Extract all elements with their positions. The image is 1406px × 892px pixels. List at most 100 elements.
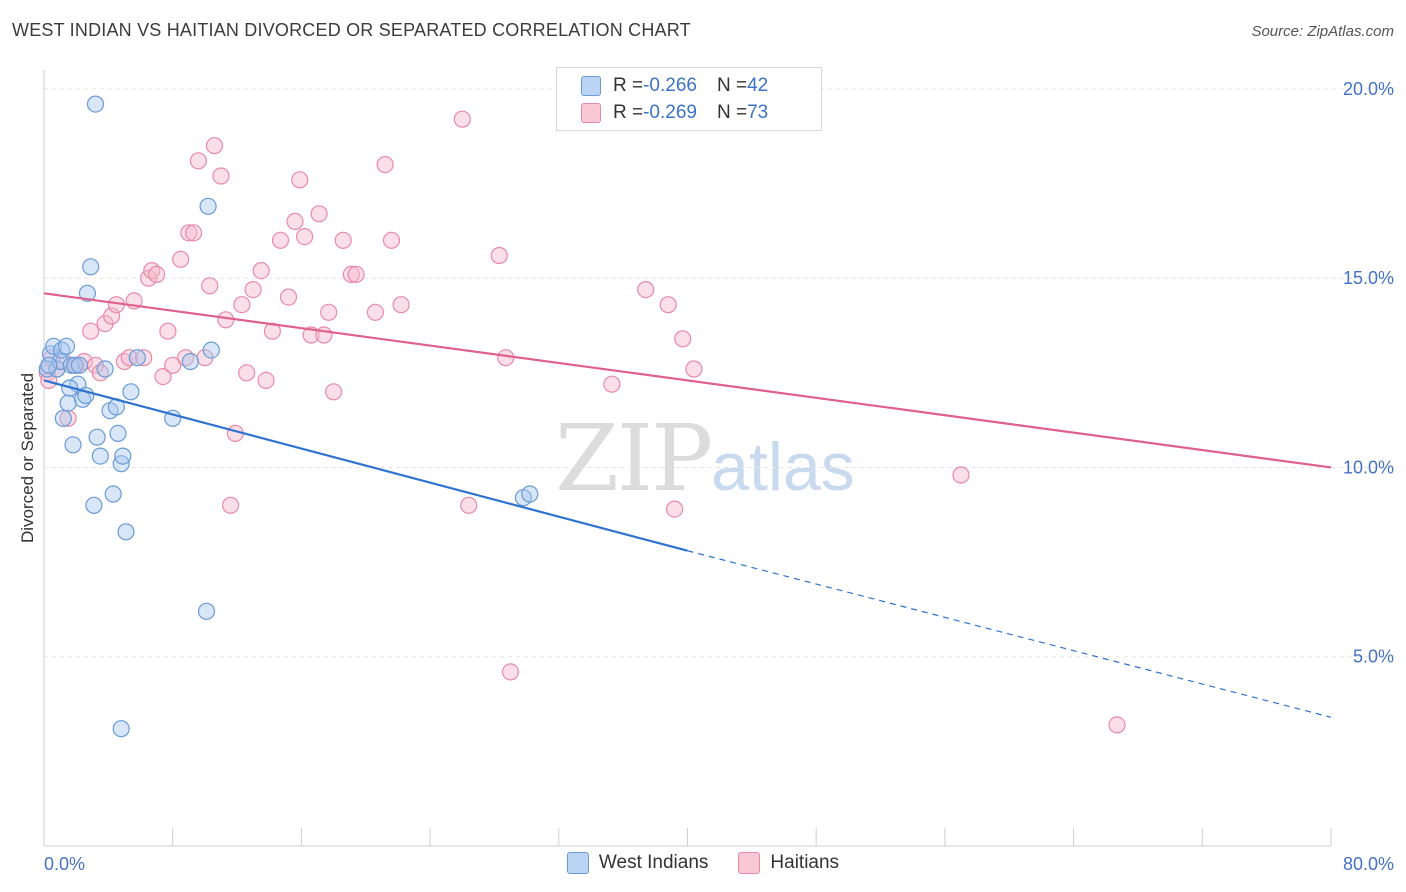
- haitians-point: [238, 364, 256, 382]
- west-indians-point: [114, 447, 132, 465]
- haitians-point: [286, 212, 304, 230]
- n-label: N =: [716, 75, 748, 96]
- haitians-point: [212, 167, 230, 185]
- haitians-point: [252, 262, 270, 280]
- haitians-point: [271, 231, 290, 249]
- west-indians-trend-line: [43, 379, 688, 552]
- n-label: N =: [716, 102, 748, 123]
- chart-title: WEST INDIAN VS HAITIAN DIVORCED OR SEPAR…: [12, 20, 691, 40]
- west-indians-point: [45, 337, 63, 355]
- haitians-point: [1108, 716, 1126, 734]
- haitians-point: [501, 663, 520, 681]
- west-indians-point: [117, 523, 135, 541]
- haitians-point: [257, 371, 275, 389]
- haitians-point: [460, 496, 478, 514]
- haitians-point: [82, 322, 100, 340]
- west-indians-point: [521, 485, 539, 503]
- west-indians-point: [86, 95, 105, 113]
- haitians-point: [366, 303, 384, 321]
- y-tick-labels: 5.0% 10.0% 15.0% 20.0%: [1343, 79, 1394, 667]
- west-indians-point: [202, 341, 220, 359]
- west-indians-points: [38, 95, 539, 738]
- trend-lines: [43, 292, 1332, 718]
- west-indians-point: [70, 356, 89, 374]
- axes: [43, 70, 1331, 847]
- watermark-zip: ZIP: [555, 405, 713, 512]
- x-tick-label-max: 80.0%: [1343, 854, 1394, 874]
- haitians-legend-swatch: [738, 852, 761, 874]
- y-tick-label: 10.0%: [1343, 457, 1394, 477]
- haitians-point: [310, 205, 328, 223]
- haitians-point: [497, 349, 515, 367]
- haitians-point: [102, 307, 121, 325]
- west-indians-point: [85, 496, 103, 514]
- haitians-point: [201, 277, 219, 295]
- n-value: 42: [747, 75, 769, 96]
- west-indians-trend-extension: [687, 550, 1332, 718]
- haitians-point: [659, 296, 677, 314]
- haitians-point: [325, 383, 343, 401]
- haitians-point: [490, 246, 508, 265]
- haitians-point: [382, 231, 401, 249]
- west-indians-point: [181, 352, 199, 371]
- haitians-point: [154, 368, 172, 386]
- haitians-point: [233, 296, 251, 314]
- legend-item-west-indians[interactable]: West Indians: [566, 852, 708, 874]
- legend-item-haitians[interactable]: Haitians: [738, 852, 839, 874]
- haitians-points: [38, 84, 1126, 734]
- haitians-point: [347, 265, 365, 283]
- stats-row-west-indians: R = -0.266 N = 42: [581, 74, 768, 98]
- haitians-point: [392, 296, 410, 314]
- haitians-swatch: [581, 103, 601, 123]
- haitians-point: [185, 224, 203, 242]
- haitians-point: [685, 360, 703, 378]
- west-indians-legend-swatch: [566, 852, 589, 874]
- r-label: R =: [613, 75, 644, 96]
- haitians-point: [603, 375, 621, 393]
- series-legend: West Indians Haitians: [0, 852, 1406, 874]
- y-axis-title: Divorced or Separated: [18, 373, 37, 543]
- west-indians-point: [96, 360, 114, 378]
- west-indians-point: [82, 258, 100, 276]
- y-tick-label: 15.0%: [1343, 268, 1394, 288]
- haitians-point: [279, 288, 298, 306]
- west-indians-point: [122, 383, 140, 401]
- west-indians-point: [57, 337, 76, 355]
- west-indians-point: [91, 447, 109, 465]
- legend-label: Haitians: [770, 852, 840, 873]
- haitians-point: [172, 250, 190, 268]
- west-indians-point: [54, 409, 72, 427]
- west-indians-point: [78, 284, 97, 302]
- haitians-point: [244, 281, 262, 299]
- x-tick-label-min: 0.0%: [44, 854, 85, 874]
- stats-row-haitians: R = -0.269 N = 73: [581, 101, 768, 125]
- west-indians-point: [199, 197, 217, 215]
- west-indians-point: [65, 356, 84, 374]
- haitians-point: [189, 152, 207, 170]
- west-indians-point: [112, 720, 130, 738]
- n-value: 73: [747, 102, 769, 123]
- haitians-point: [222, 496, 240, 514]
- x-ticks: [43, 828, 1332, 846]
- stats-legend: R = -0.266 N = 42 R = -0.269 N = 73: [556, 67, 822, 131]
- west-indians-point: [104, 485, 122, 503]
- west-indians-point: [88, 428, 106, 446]
- haitians-point: [376, 156, 394, 174]
- haitians-point: [180, 224, 198, 242]
- r-value: -0.266: [643, 75, 697, 96]
- y-tick-label: 5.0%: [1353, 647, 1394, 667]
- haitians-point: [334, 231, 352, 249]
- haitians-point: [665, 500, 684, 518]
- haitians-point: [59, 409, 77, 427]
- source-label: Source: ZipAtlas.com: [1251, 23, 1394, 40]
- haitians-point: [148, 265, 166, 283]
- west-indians-point: [59, 394, 77, 412]
- west-indians-point: [40, 356, 58, 374]
- haitians-point: [342, 265, 360, 283]
- west-indians-point: [128, 349, 146, 367]
- haitians-point: [453, 110, 471, 128]
- x-tick-labels: 0.0% 80.0%: [44, 854, 1394, 874]
- west-indians-point: [64, 436, 82, 454]
- west-indians-point: [109, 424, 127, 442]
